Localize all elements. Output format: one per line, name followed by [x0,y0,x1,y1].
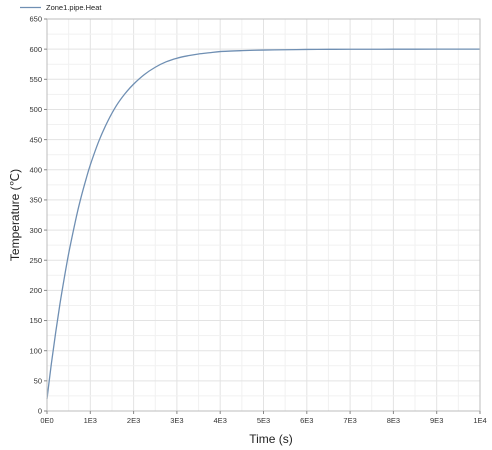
x-tick-label: 3E3 [170,416,183,425]
y-tick-label: 0 [38,407,42,416]
x-tick-label: 1E3 [84,416,97,425]
x-tick-label: 9E3 [430,416,443,425]
y-tick-label: 300 [29,226,42,235]
y-tick-label: 250 [29,256,42,265]
x-tick-label: 2E3 [127,416,140,425]
y-tick-label: 100 [29,346,42,355]
x-tick-label: 5E3 [257,416,270,425]
x-tick-label: 8E3 [387,416,400,425]
grid [46,18,481,412]
x-axis-title: Time (s) [249,432,293,446]
y-tick-label: 400 [29,165,42,174]
x-tick-label: 1E4 [473,416,486,425]
x-axis-ticks: 0E0 1E3 2E3 3E3 4E3 5E3 6E3 7E3 8E3 9E3 1E4 [40,411,487,425]
y-tick-label: 450 [29,135,42,144]
series-line-zone1-pipe-heat [46,48,481,400]
y-tick-label: 500 [29,105,42,114]
x-tick-label: 4E3 [214,416,227,425]
y-tick-label: 200 [29,286,42,295]
y-tick-label: 650 [29,15,42,24]
y-tick-label: 150 [29,316,42,325]
series-layer [46,48,481,400]
y-tick-label: 600 [29,45,42,54]
y-tick-label: 550 [29,75,42,84]
y-axis-title: Temperature (℃) [8,169,22,261]
legend-label: Zone1.pipe.Heat [46,3,102,12]
x-tick-label: 0E0 [40,416,53,425]
legend: Zone1.pipe.Heat [20,3,102,12]
y-tick-label: 50 [34,377,42,386]
y-tick-label: 350 [29,196,42,205]
x-tick-label: 6E3 [300,416,313,425]
y-axis-ticks: 0 50 100 150 200 250 300 350 400 450 500 550 600 650 [29,15,47,416]
x-tick-label: 7E3 [343,416,356,425]
